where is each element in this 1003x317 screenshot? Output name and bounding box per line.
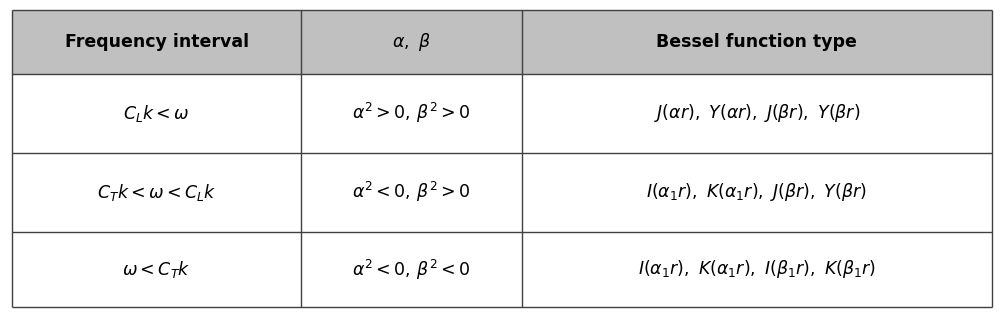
Text: $\alpha^2 > 0,\, \beta^2 > 0$: $\alpha^2 > 0,\, \beta^2 > 0$: [352, 101, 470, 125]
Bar: [12, 10, 991, 74]
Text: $I(\alpha_1 r),\ K(\alpha_1 r),\ I(\beta_1 r),\ K(\beta_1 r)$: $I(\alpha_1 r),\ K(\alpha_1 r),\ I(\beta…: [637, 258, 875, 281]
Text: $\omega < C_T k$: $\omega < C_T k$: [122, 259, 191, 280]
Text: $\alpha^2 < 0,\, \beta^2 > 0$: $\alpha^2 < 0,\, \beta^2 > 0$: [352, 180, 470, 204]
Text: Frequency interval: Frequency interval: [64, 33, 249, 50]
Text: $I(\alpha_1 r),\ K(\alpha_1 r),\ J(\beta r),\ Y(\beta r)$: $I(\alpha_1 r),\ K(\alpha_1 r),\ J(\beta…: [646, 181, 867, 203]
Text: Bessel function type: Bessel function type: [656, 33, 857, 50]
Text: $\alpha,\ \beta$: $\alpha,\ \beta$: [392, 30, 430, 53]
Text: $\alpha^2 < 0,\, \beta^2 < 0$: $\alpha^2 < 0,\, \beta^2 < 0$: [352, 257, 470, 281]
Text: $J(\alpha r),\ Y(\alpha r),\ J(\beta r),\ Y(\beta r)$: $J(\alpha r),\ Y(\alpha r),\ J(\beta r),…: [653, 102, 860, 124]
Text: $C_T k < \omega < C_L k$: $C_T k < \omega < C_L k$: [97, 182, 216, 203]
Text: $C_L k < \omega$: $C_L k < \omega$: [123, 103, 190, 124]
